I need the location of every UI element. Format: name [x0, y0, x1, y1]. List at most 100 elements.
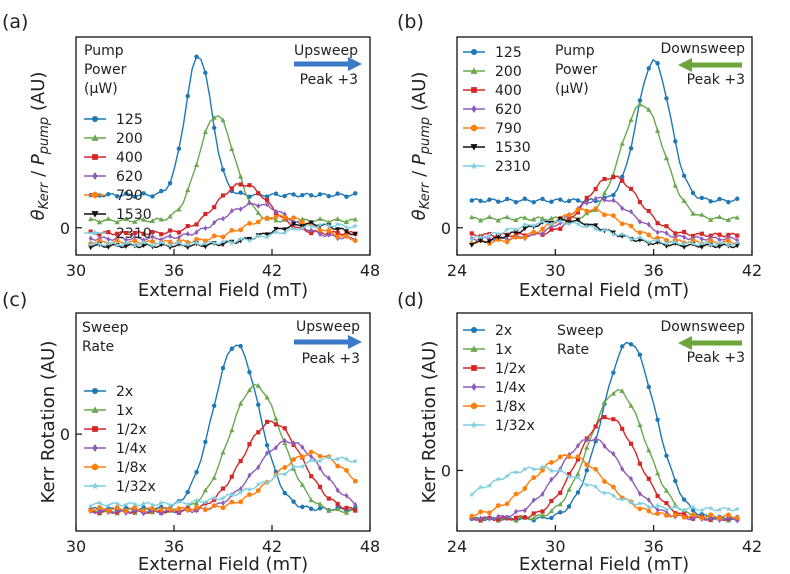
data-point	[308, 223, 314, 229]
data-point	[308, 497, 314, 503]
legend-marker	[91, 387, 99, 395]
data-point	[531, 216, 537, 222]
legend-marker	[471, 383, 477, 391]
data-point	[229, 346, 235, 351]
data-point	[548, 468, 555, 474]
data-point	[664, 453, 669, 459]
y-tick-label: 0	[60, 425, 70, 444]
data-point	[132, 238, 138, 244]
right-arrow-icon	[294, 335, 362, 349]
data-point	[344, 492, 349, 499]
data-point	[282, 464, 287, 471]
data-point	[167, 213, 173, 219]
data-point	[335, 230, 340, 235]
legend-marker	[91, 134, 99, 141]
legend-label: 1/32x	[116, 479, 156, 495]
data-point	[150, 238, 155, 244]
legend-marker	[470, 162, 478, 170]
data-point	[105, 245, 111, 250]
data-point	[105, 216, 111, 221]
data-point	[97, 508, 102, 515]
peak-note-c: Peak +3	[302, 351, 360, 367]
data-point	[168, 233, 173, 239]
data-point	[273, 422, 278, 427]
data-point	[620, 205, 625, 212]
data-point	[646, 476, 651, 481]
data-point	[238, 486, 243, 492]
data-point	[308, 193, 314, 198]
data-point	[326, 508, 332, 513]
legend-item: 1x	[463, 342, 512, 358]
data-point	[246, 237, 253, 243]
data-point	[202, 129, 208, 134]
data-point	[123, 508, 129, 514]
data-point	[282, 426, 287, 431]
chart-panel-c: (c) External Field (mT) Kerr Rotation (A…	[2, 289, 380, 574]
data-point	[637, 506, 643, 512]
legend-label: 1x	[116, 403, 133, 419]
data-point	[619, 174, 625, 179]
data-point	[300, 444, 305, 451]
data-point	[97, 505, 102, 511]
legend-b: 125 200 400 620 790 1530 2310	[463, 45, 531, 175]
data-point	[575, 457, 581, 462]
data-point	[673, 139, 678, 144]
data-point	[193, 240, 200, 246]
y-tick-label: 0	[441, 219, 451, 238]
data-point	[114, 500, 120, 506]
plot-area-d	[469, 341, 740, 524]
data-point	[637, 491, 642, 497]
data-point	[539, 215, 546, 221]
data-point	[717, 515, 722, 521]
data-point	[469, 231, 474, 236]
legend-label: 2x	[116, 384, 133, 400]
data-point	[194, 236, 199, 242]
legend-c: 2x 1x 1/2x 1/4x 1/8x 1/32x	[84, 384, 156, 495]
data-point	[539, 512, 546, 518]
legend-marker	[91, 482, 99, 490]
series-line-d-1/32x	[471, 466, 738, 512]
data-point	[282, 193, 287, 199]
data-point	[229, 499, 235, 505]
legend-label: 1530	[495, 140, 531, 156]
data-point	[602, 176, 607, 182]
data-point	[566, 221, 572, 227]
data-point	[203, 211, 208, 217]
data-point	[114, 219, 120, 225]
data-point	[655, 128, 661, 133]
chart-panel-b: (b) External Field (mT) θKerr / Ppump (A…	[397, 11, 762, 301]
data-point	[238, 173, 244, 179]
data-point	[628, 499, 634, 505]
data-point	[194, 54, 199, 59]
data-point	[619, 496, 625, 502]
data-point	[584, 200, 589, 206]
data-point	[495, 230, 501, 237]
data-point	[88, 503, 94, 509]
data-point	[673, 231, 678, 236]
data-point	[531, 511, 536, 516]
legend-marker	[470, 124, 478, 132]
data-point	[132, 505, 138, 511]
data-point	[584, 482, 590, 488]
data-point	[469, 214, 475, 220]
data-point	[317, 501, 323, 506]
data-point	[308, 457, 314, 463]
data-point	[96, 500, 103, 506]
data-point	[273, 229, 279, 235]
data-point	[326, 475, 331, 482]
data-point	[220, 486, 226, 491]
data-point	[531, 229, 536, 235]
data-point	[273, 415, 279, 421]
data-point	[620, 426, 625, 431]
data-point	[699, 212, 705, 217]
x-tick-label: 48	[360, 261, 380, 280]
data-point	[176, 234, 181, 241]
data-point	[655, 61, 660, 66]
data-point	[558, 510, 563, 515]
data-point	[317, 222, 323, 228]
legend-marker	[470, 421, 478, 429]
data-point	[628, 146, 634, 151]
data-point	[505, 514, 510, 521]
legend-title-a-line2: Power	[84, 62, 127, 78]
data-point	[335, 487, 340, 494]
